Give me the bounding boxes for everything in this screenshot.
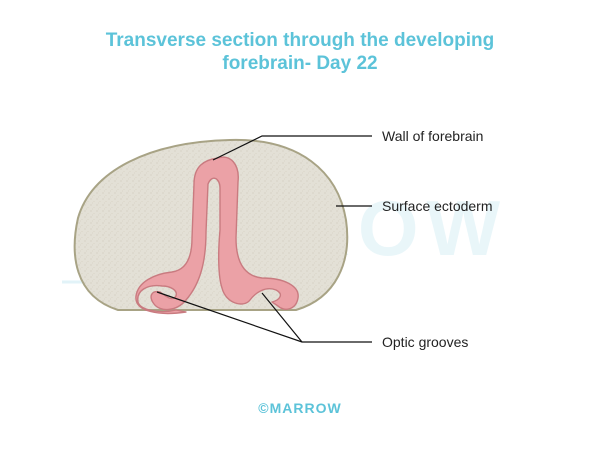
optic-leader-line-right <box>261 292 303 343</box>
wall-of-forebrain-label: Wall of forebrain <box>382 128 483 144</box>
diagram-title: Transverse section through the developin… <box>0 29 600 75</box>
surface-ectoderm-shape <box>73 138 349 311</box>
optic-grooves-label: Optic grooves <box>382 334 468 350</box>
wall-leader-line <box>212 135 372 161</box>
forebrain-wall-shape <box>135 156 299 315</box>
copyright-logo: ©MARROW <box>258 400 342 416</box>
title-line-2: forebrain- Day 22 <box>222 53 378 74</box>
surface-ectoderm-label: Surface ectoderm <box>382 198 493 214</box>
title-line-1: Transverse section through the developin… <box>105 30 495 51</box>
